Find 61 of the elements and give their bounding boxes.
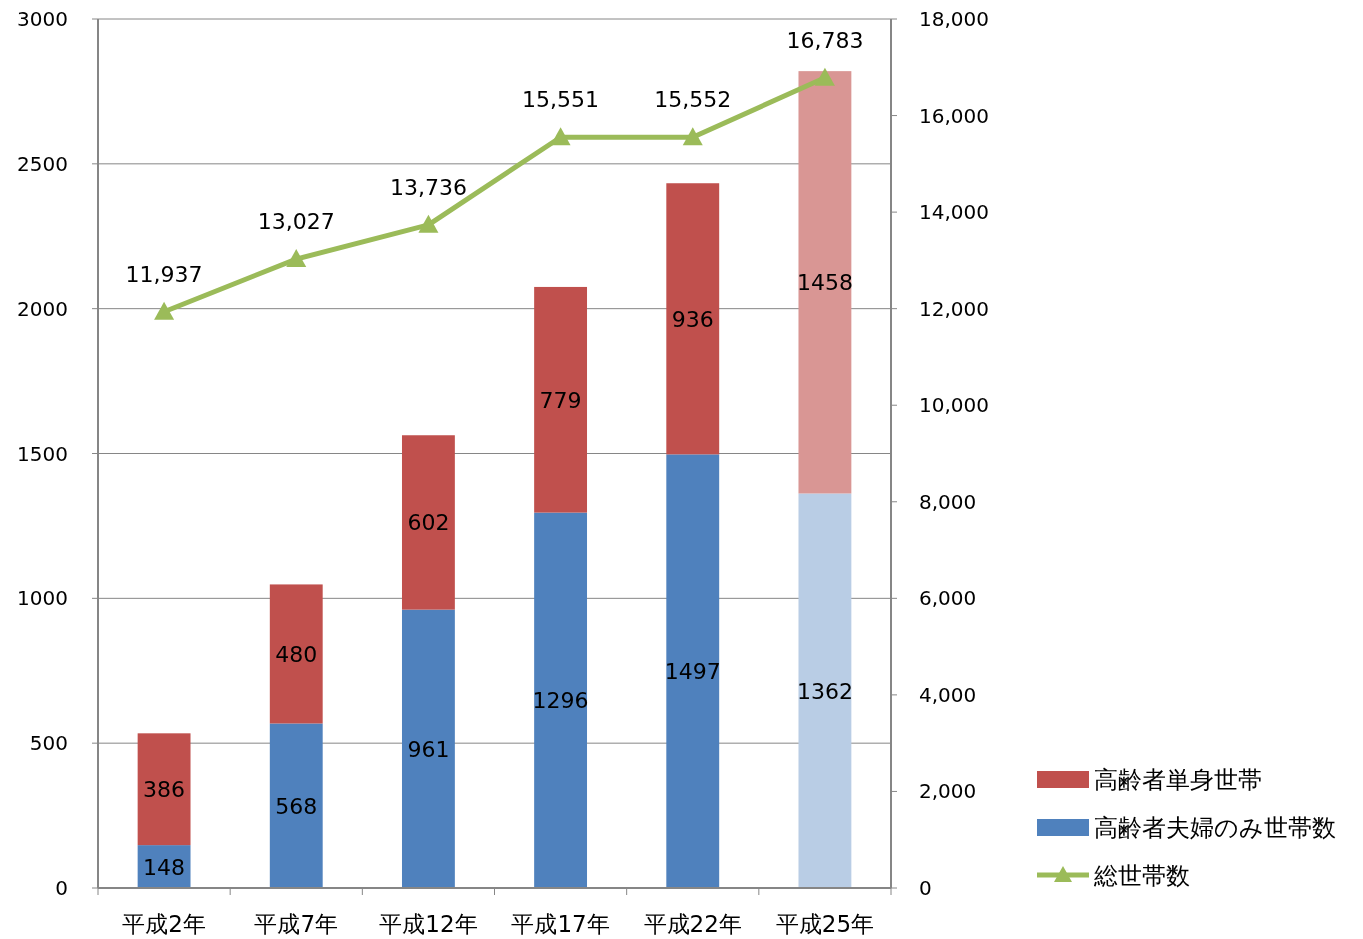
bar [798,71,852,494]
data-label: 15,552 [654,87,732,113]
data-label: 602 [407,510,450,536]
y-tick-label: 2000 [17,296,68,321]
bar [401,609,455,888]
y-tick-label: 1000 [17,586,68,611]
bar [269,723,323,888]
y2-tick-label: 6,000 [919,586,977,611]
x-tick-label: 平成25年 [775,911,875,937]
x-tick-label: 平成7年 [254,911,339,937]
y2-tick-label: 2,000 [919,779,977,804]
legend-label: 高齢者夫婦のみ世帯数 [1094,814,1336,842]
bar [666,183,720,455]
y2-tick-label: 0 [919,876,932,900]
y2-tick-label: 14,000 [919,200,989,225]
data-label: 386 [143,777,186,803]
point [286,249,307,268]
y2-tick-label: 16,000 [919,103,989,128]
bar [666,454,720,888]
x-tick-label: 平成22年 [643,911,742,937]
y-tick-label: 2500 [17,151,68,176]
x-tick-label: 平成2年 [122,911,206,937]
data-label: 11,937 [125,261,203,287]
y2-tick-label: 4,000 [919,682,977,707]
bar [401,435,455,610]
legend-label: 高齢者単身世帯 [1094,766,1262,794]
bar [534,512,588,888]
point [154,301,175,320]
data-label: 15,551 [522,87,600,113]
y2-tick-label: 10,000 [919,393,989,418]
y2-tick-label: 18,000 [919,7,989,31]
data-label: 1362 [796,678,853,704]
point [418,214,439,233]
point [814,67,835,86]
data-label: 148 [143,854,186,880]
x-tick-label: 平成17年 [511,911,610,937]
data-label: 1458 [796,270,853,296]
y2-tick-label: 12,000 [919,296,989,321]
bar [534,286,588,513]
point [550,127,571,146]
x-tick-label: 平成12年 [379,911,478,937]
y-tick-label: 0 [55,876,68,900]
data-label: 936 [671,306,714,332]
data-label: 779 [539,387,582,413]
legend-label: 総世帯数 [1093,862,1190,890]
data-label: 568 [275,793,318,819]
y-tick-label: 1500 [17,441,68,466]
data-label: 1497 [664,659,721,685]
y-tick-label: 3000 [17,7,68,31]
y-tick-label: 500 [29,731,68,756]
bar [137,733,191,846]
y2-tick-label: 8,000 [919,489,977,514]
data-label: 13,027 [257,209,335,235]
data-label: 961 [407,736,450,762]
data-label: 16,783 [786,27,864,53]
data-label: 480 [275,641,318,667]
bar [269,584,323,724]
data-label: 13,736 [389,174,467,200]
bar [798,493,852,888]
data-label: 1296 [532,688,589,714]
point [682,127,703,146]
